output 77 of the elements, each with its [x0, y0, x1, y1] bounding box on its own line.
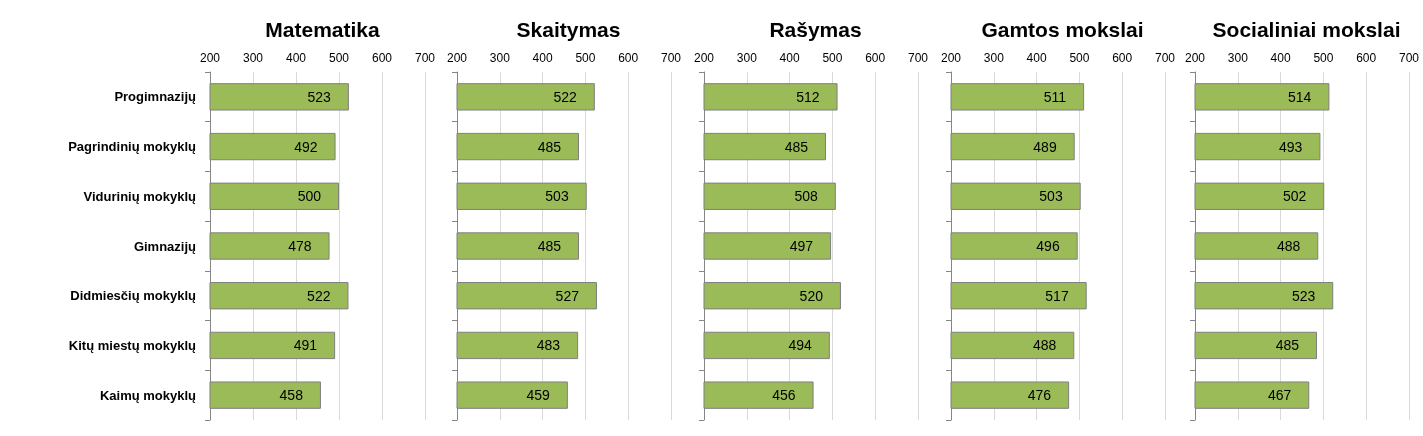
data-label: 467 [1267, 387, 1292, 404]
data-label: 485 [537, 138, 562, 155]
data-label: 514 [1288, 88, 1312, 105]
data-label: 511 [1043, 88, 1067, 105]
y-tick-label: Kaimų mokyklų [99, 387, 197, 403]
y-tick-label: Vidurinių mokyklų [83, 188, 197, 204]
data-label: 517 [1045, 287, 1069, 304]
x-tick-label: 400 [1270, 51, 1291, 65]
data-label: 503 [1039, 188, 1063, 205]
data-label: 508 [794, 188, 819, 205]
data-label: 458 [279, 387, 304, 404]
x-tick-label: 600 [371, 51, 393, 65]
data-label: 478 [288, 238, 312, 254]
data-label: 491 [293, 337, 318, 354]
data-label: 485 [1275, 337, 1300, 354]
data-label: 492 [294, 138, 318, 155]
x-tick-label: 200 [1185, 51, 1206, 65]
x-tick-label: 600 [618, 51, 639, 65]
x-tick-label: 200 [199, 51, 221, 65]
data-label: 488 [1032, 337, 1057, 354]
x-tick-label: 500 [1069, 51, 1090, 65]
x-tick-label: 500 [822, 51, 843, 65]
x-tick-label: 200 [694, 51, 715, 65]
data-label: 489 [1033, 138, 1057, 155]
data-label: 502 [1282, 188, 1307, 205]
x-tick-label: 300 [736, 51, 758, 65]
data-label: 527 [555, 287, 580, 304]
x-tick-label: 500 [575, 51, 596, 65]
data-label: 485 [537, 238, 562, 254]
data-label: 503 [545, 188, 569, 205]
data-label: 488 [1276, 238, 1301, 254]
chart-title: Matematika [265, 18, 381, 41]
data-label: 523 [1291, 287, 1316, 304]
chart-title: Socialiniai mokslai [1212, 18, 1401, 41]
x-tick-label: 600 [1356, 51, 1377, 65]
y-tick-label: Gimnazijų [133, 238, 197, 254]
data-label: 483 [536, 337, 561, 354]
data-label: 523 [307, 88, 332, 105]
y-tick-label: Pagrindinių mokyklų [68, 139, 197, 155]
x-tick-label: 300 [1227, 51, 1249, 65]
y-tick-label: Progimnazijų [114, 89, 197, 105]
x-tick-label: 700 [1154, 51, 1176, 65]
x-tick-label: 600 [1112, 51, 1133, 65]
chart-title: Rašymas [769, 18, 862, 41]
data-label: 497 [789, 238, 814, 254]
x-tick-label: 700 [1398, 51, 1420, 65]
x-tick-label: 600 [865, 51, 886, 65]
x-tick-label: 300 [242, 51, 264, 65]
x-tick-label: 300 [983, 51, 1005, 65]
x-tick-label: 400 [532, 51, 553, 65]
x-tick-label: 700 [660, 51, 682, 65]
data-label: 500 [297, 188, 322, 205]
data-label: 493 [1279, 138, 1303, 155]
data-label: 494 [788, 337, 813, 354]
x-tick-label: 300 [489, 51, 511, 65]
x-tick-label: 500 [328, 51, 350, 65]
x-tick-label: 400 [779, 51, 800, 65]
data-label: 485 [784, 138, 809, 155]
data-label: 520 [799, 287, 824, 304]
x-tick-label: 200 [447, 51, 468, 65]
chart-title: Skaitymas [516, 18, 621, 41]
y-tick-label: Didmiesčių mokyklų [70, 288, 197, 304]
x-tick-label: 200 [941, 51, 962, 65]
x-tick-label: 700 [907, 51, 929, 65]
chart-title: Gamtos mokslai [981, 18, 1144, 41]
data-label: 512 [796, 88, 820, 105]
data-label: 522 [307, 287, 331, 304]
x-tick-label: 400 [285, 51, 307, 65]
x-tick-label: 700 [414, 51, 436, 65]
data-label: 476 [1027, 387, 1052, 404]
data-label: 456 [772, 387, 796, 404]
x-tick-label: 400 [1026, 51, 1047, 65]
data-label: 522 [553, 88, 578, 105]
data-label: 496 [1036, 238, 1060, 254]
x-tick-label: 500 [1313, 51, 1334, 65]
y-tick-label: Kitų miestų mokyklų [68, 337, 197, 353]
data-label: 459 [526, 387, 551, 404]
